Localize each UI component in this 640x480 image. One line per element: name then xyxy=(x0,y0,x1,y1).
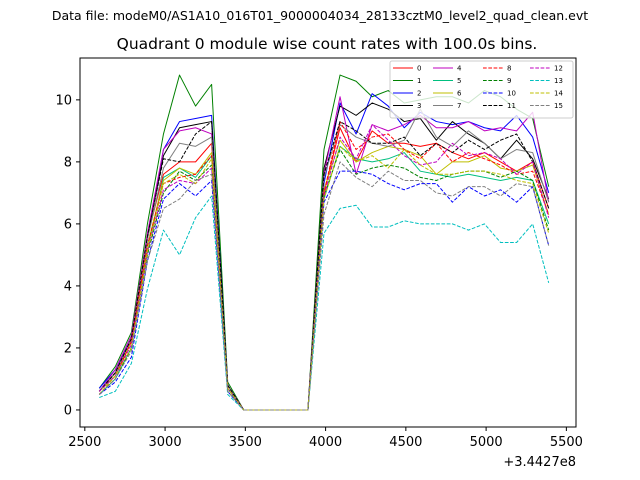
series-line-13 xyxy=(99,195,550,411)
series-line-11 xyxy=(98,121,550,411)
legend-label-10: 10 xyxy=(507,90,516,98)
axis-ticks: 2500 3000 3500 4000 4500 5000 5500 0 2 4 6 8 10 xyxy=(55,93,582,450)
axes-frame xyxy=(79,57,577,428)
series-line-6 xyxy=(98,139,550,411)
chart-title: Quadrant 0 module wise count rates with … xyxy=(117,35,538,53)
y-tick-label: 8 xyxy=(64,155,72,170)
legend-label-9: 9 xyxy=(507,77,511,85)
legend-label-7: 7 xyxy=(457,102,461,110)
legend-label-0: 0 xyxy=(417,65,421,73)
y-tick-label: 0 xyxy=(64,403,72,418)
legend-label-1: 1 xyxy=(417,77,421,85)
plot-area xyxy=(98,74,550,411)
y-tick-label: 2 xyxy=(64,341,72,356)
series-line-12 xyxy=(98,124,550,411)
legend-label-12: 12 xyxy=(554,65,563,73)
legend-label-11: 11 xyxy=(507,102,516,110)
x-tick-label: 4000 xyxy=(309,435,342,450)
y-tick-label: 10 xyxy=(55,93,72,108)
series-line-14 xyxy=(98,145,550,411)
y-tick-label: 6 xyxy=(64,217,72,232)
legend-label-2: 2 xyxy=(417,90,421,98)
figure-suptitle: Data file: modeM0/AS1A10_016T01_90000040… xyxy=(52,8,588,23)
y-tick-label: 4 xyxy=(64,279,72,294)
x-tick-label: 5000 xyxy=(470,435,503,450)
legend-label-5: 5 xyxy=(457,77,461,85)
legend-label-15: 15 xyxy=(554,102,563,110)
x-offset-label: +3.4427e8 xyxy=(503,455,576,470)
legend-box xyxy=(389,60,574,119)
series-line-7 xyxy=(98,108,550,411)
legend-label-14: 14 xyxy=(554,90,563,98)
legend-label-4: 4 xyxy=(457,65,462,73)
x-tick-label: 4500 xyxy=(389,435,422,450)
x-tick-label: 2500 xyxy=(68,435,101,450)
legend-label-13: 13 xyxy=(554,77,563,85)
x-tick-label: 3500 xyxy=(229,435,262,450)
x-tick-label: 5500 xyxy=(550,435,583,450)
x-tick-label: 3000 xyxy=(149,435,182,450)
legend-label-3: 3 xyxy=(417,102,421,110)
legend-label-6: 6 xyxy=(457,90,462,98)
series-line-15 xyxy=(98,161,550,411)
legend-label-8: 8 xyxy=(507,65,511,73)
